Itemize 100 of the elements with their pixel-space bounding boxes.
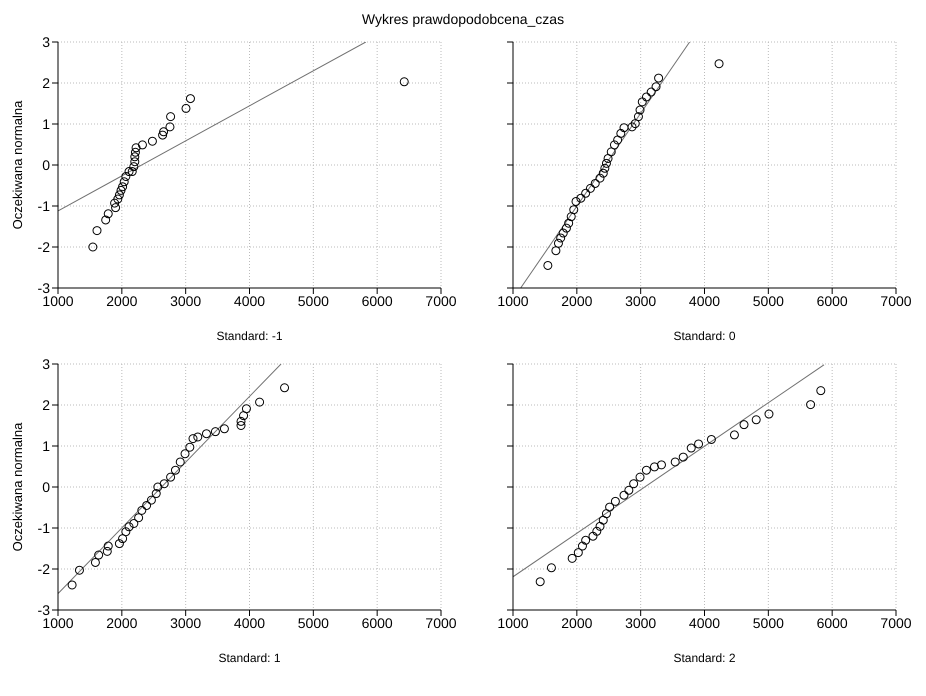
point	[92, 226, 102, 236]
point	[581, 188, 590, 198]
point	[628, 122, 637, 132]
point	[634, 112, 643, 122]
point	[104, 209, 113, 218]
point	[586, 184, 595, 193]
point	[180, 449, 190, 458]
point	[242, 404, 251, 414]
x-tick-label: 7000	[880, 292, 912, 309]
point	[152, 489, 161, 498]
x-tick-label: 3000	[625, 614, 656, 631]
y-tick-label: 0	[42, 156, 50, 173]
x-tick-label: 2000	[561, 614, 593, 631]
x-tick-label: 6000	[816, 292, 848, 309]
point	[110, 198, 120, 208]
point	[186, 94, 195, 104]
point	[236, 421, 246, 430]
point	[654, 74, 664, 83]
point	[129, 162, 138, 172]
point	[128, 167, 137, 176]
x-tick-label: 7000	[425, 614, 457, 631]
point	[694, 439, 704, 448]
point	[556, 233, 566, 242]
point	[730, 430, 739, 440]
chart-title: Wykres prawdopodobcena_czas	[360, 10, 566, 29]
point	[678, 452, 688, 462]
point	[656, 460, 666, 470]
point	[113, 194, 122, 204]
point	[588, 532, 598, 541]
point	[121, 527, 130, 536]
point	[193, 432, 202, 442]
y-tick-label: -1	[38, 198, 50, 214]
point	[543, 260, 552, 270]
y-tick-label: 3	[42, 34, 50, 50]
x-axis-title: Standard: 0	[673, 329, 736, 343]
x-tick-label: 7000	[425, 292, 457, 309]
x-tick-label: 2000	[561, 292, 593, 309]
point	[564, 218, 574, 228]
point	[581, 536, 590, 545]
point	[546, 563, 556, 572]
y-tick-label: -2	[38, 238, 50, 255]
point	[604, 154, 613, 163]
y-tick-label: 0	[42, 478, 50, 495]
point	[638, 97, 647, 106]
point	[578, 542, 587, 551]
point	[650, 462, 659, 472]
point	[202, 429, 211, 438]
point	[629, 479, 638, 488]
point	[166, 472, 176, 482]
y-tick-label: -1	[38, 520, 50, 536]
point	[146, 496, 156, 505]
point	[111, 203, 120, 212]
point	[686, 444, 696, 453]
point	[536, 577, 545, 586]
x-axis-title: Standard: -1	[216, 329, 283, 343]
point	[566, 212, 576, 222]
point	[630, 119, 640, 128]
point	[706, 434, 716, 444]
point	[576, 194, 586, 203]
point	[670, 457, 680, 466]
point	[646, 88, 656, 97]
point	[114, 190, 124, 200]
y-axis-title: Oczekiwana normalna	[10, 422, 25, 552]
x-tick-label: 5000	[298, 614, 330, 631]
x-tick-label: 6000	[362, 292, 393, 309]
point	[130, 148, 140, 157]
y-tick-label: -2	[38, 560, 50, 577]
point	[606, 147, 616, 156]
point	[764, 410, 774, 419]
point	[620, 123, 629, 132]
point	[806, 400, 816, 410]
point	[165, 122, 174, 132]
point	[170, 466, 180, 475]
point	[616, 128, 626, 138]
point	[94, 550, 104, 560]
point	[613, 135, 622, 144]
x-tick-label: 6000	[816, 614, 848, 631]
point	[280, 383, 290, 392]
point	[574, 548, 583, 558]
point	[598, 516, 608, 525]
point	[592, 526, 602, 536]
y-tick-label: 1	[42, 116, 50, 132]
point	[605, 502, 614, 512]
point	[642, 92, 651, 102]
point	[134, 513, 144, 522]
point	[652, 82, 661, 92]
point	[68, 580, 77, 590]
point	[102, 546, 112, 556]
y-tick-label: 2	[42, 74, 50, 91]
point	[130, 157, 140, 166]
point	[124, 167, 134, 176]
x-tick-label: 6000	[362, 614, 393, 631]
point	[188, 434, 198, 444]
y-tick-label: 1	[42, 438, 50, 454]
point	[572, 196, 581, 206]
point	[598, 168, 608, 178]
point	[590, 178, 600, 188]
x-tick-label: 4000	[688, 614, 720, 631]
x-tick-label: 3000	[170, 292, 202, 309]
x-tick-label: 5000	[298, 292, 330, 309]
